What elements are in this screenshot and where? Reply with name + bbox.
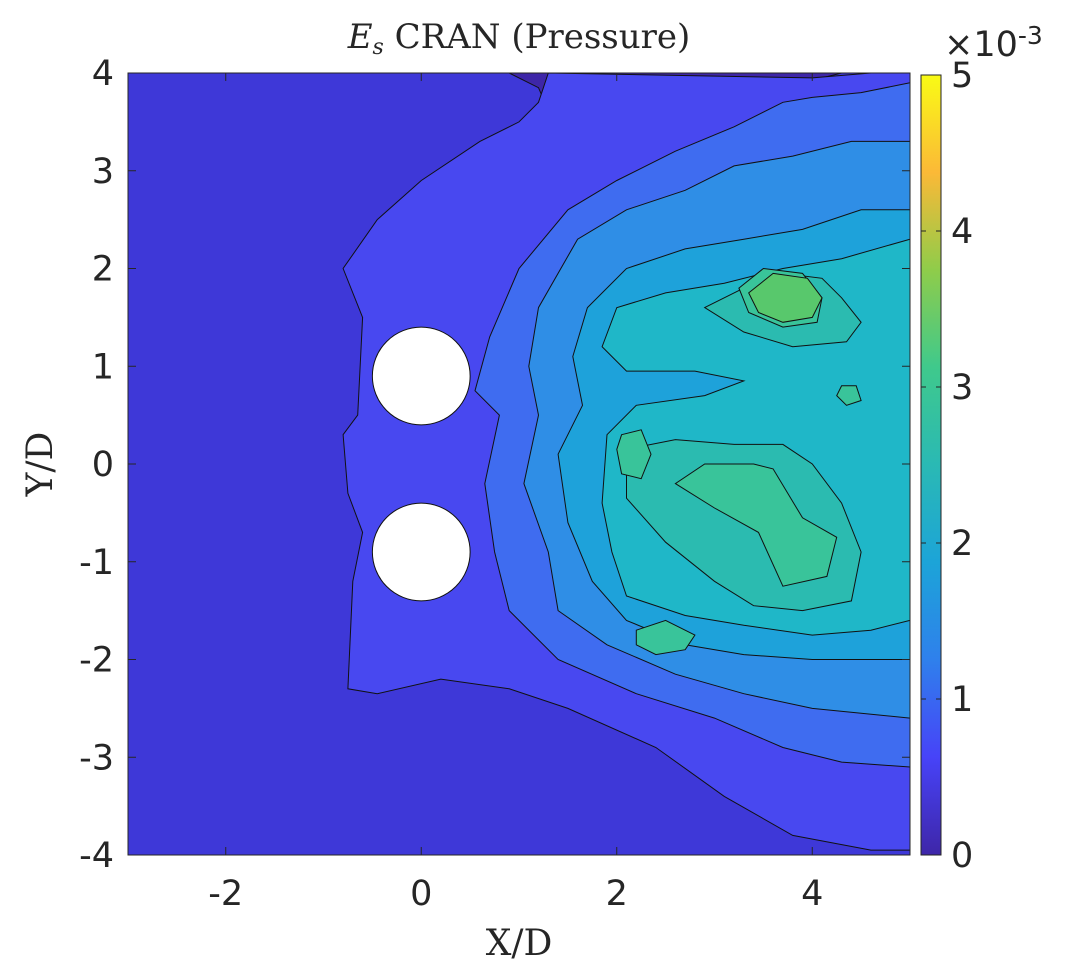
- x-tick-label: 2: [606, 874, 628, 914]
- colorbar-exponent-power: -3: [1018, 21, 1043, 50]
- contour-level-7-region-4: [836, 385, 862, 406]
- y-tick-label: 3: [92, 152, 114, 192]
- y-axis-ticks: -4 -3 -2 -1 0 1 2 3 4: [79, 54, 910, 876]
- cylinder-1: [371, 502, 471, 602]
- contour-level-7-region-3: [635, 619, 696, 656]
- contour-fills: [128, 73, 910, 855]
- y-tick-label: 4: [92, 54, 114, 94]
- y-tick-label: 0: [92, 445, 114, 485]
- cylinder-0: [371, 326, 471, 426]
- colorbar-tick-label: 4: [951, 212, 973, 252]
- contour-level-7-region-1: [616, 429, 652, 480]
- title-math-symbol: E: [347, 17, 373, 57]
- colorbar-exponent: ×10-3: [944, 21, 1043, 65]
- contour-level-8-region-0: [748, 272, 823, 323]
- y-tick-label: -2: [79, 641, 114, 681]
- colorbar-tick-label: 2: [951, 524, 973, 564]
- x-tick-label: -2: [208, 874, 243, 914]
- colorbar: [920, 74, 942, 856]
- y-tick-label: 2: [92, 250, 114, 290]
- colorbar-exponent-base: ×10: [944, 25, 1018, 65]
- colorbar-ticks: 0 1 2 3 4 5: [921, 56, 973, 876]
- title-subscript: s: [373, 35, 384, 60]
- cylinders: [371, 326, 471, 602]
- y-tick-label: -4: [79, 836, 114, 876]
- colorbar-tick-label: 5: [951, 56, 973, 96]
- plot-area: [128, 73, 910, 855]
- y-axis-label: Y/D: [20, 432, 61, 498]
- chart-title: Es CRAN (Pressure): [347, 17, 691, 60]
- colorbar-tick-label: 1: [951, 680, 973, 720]
- x-tick-label: 4: [801, 874, 823, 914]
- y-tick-label: -3: [79, 738, 114, 778]
- x-axis-label: X/D: [486, 923, 553, 964]
- colorbar-tick-label: 0: [951, 836, 973, 876]
- title-text: CRAN (Pressure): [384, 17, 690, 57]
- y-tick-label: 1: [92, 347, 114, 387]
- x-axis-ticks: -2 0 2 4: [208, 73, 823, 914]
- x-tick-label: 0: [410, 874, 432, 914]
- y-tick-label: -1: [79, 543, 114, 583]
- colorbar-tick-label: 3: [951, 368, 973, 408]
- contour-level-7-region-2: [674, 463, 838, 587]
